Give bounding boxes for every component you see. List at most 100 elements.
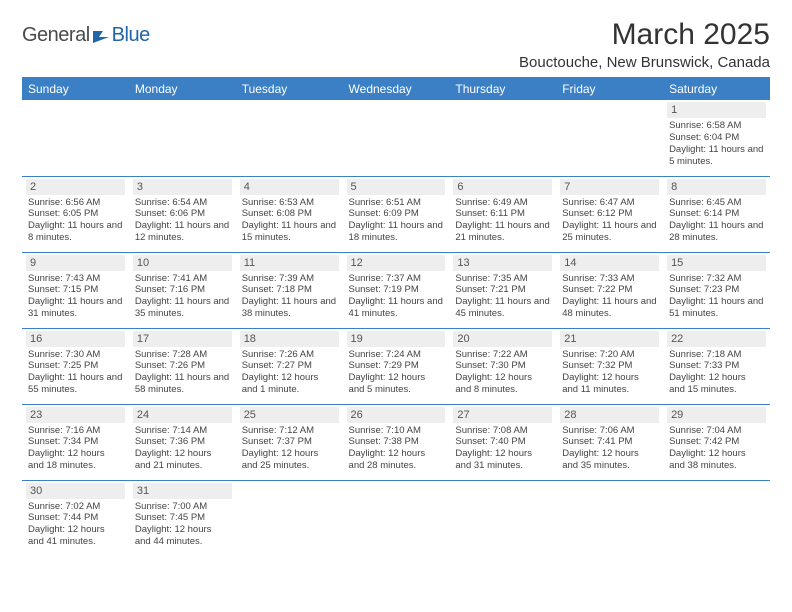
day-info: Sunrise: 6:45 AMSunset: 6:14 PMDaylight:…	[667, 197, 766, 245]
day-cell: 15 Sunrise: 7:32 AMSunset: 7:23 PMDayligh…	[663, 252, 770, 328]
day-cell: 26 Sunrise: 7:10 AMSunset: 7:38 PMDayligh…	[343, 404, 450, 480]
day-cell: 9 Sunrise: 7:43 AMSunset: 7:15 PMDaylight…	[22, 252, 129, 328]
day-number: 2	[26, 179, 125, 195]
day-info: Sunrise: 7:20 AMSunset: 7:32 PMDaylight:…	[560, 349, 659, 397]
day-info: Sunrise: 7:26 AMSunset: 7:27 PMDaylight:…	[240, 349, 339, 397]
calendar-row: 23Sunrise: 7:16 AMSunset: 7:34 PMDayligh…	[22, 404, 770, 480]
weekday-header: Tuesday	[236, 78, 343, 101]
weekday-header: Saturday	[663, 78, 770, 101]
day-cell: 2 Sunrise: 6:56 AMSunset: 6:05 PMDaylight…	[22, 176, 129, 252]
day-cell: 31Sunrise: 7:00 AMSunset: 7:45 PMDayligh…	[129, 480, 236, 556]
day-number: 1	[667, 102, 766, 118]
day-info: Sunrise: 7:04 AMSunset: 7:42 PMDaylight:…	[667, 425, 766, 473]
day-number: 24	[133, 407, 232, 423]
day-cell: 24Sunrise: 7:14 AMSunset: 7:36 PMDayligh…	[129, 404, 236, 480]
day-number: 27	[453, 407, 552, 423]
day-number: 29	[667, 407, 766, 423]
empty-cell	[449, 480, 556, 556]
day-cell: 12 Sunrise: 7:37 AMSunset: 7:19 PMDayligh…	[343, 252, 450, 328]
day-info: Sunrise: 7:06 AMSunset: 7:41 PMDaylight:…	[560, 425, 659, 473]
day-info: Sunrise: 6:51 AMSunset: 6:09 PMDaylight:…	[347, 197, 446, 245]
day-cell: 7Sunrise: 6:47 AMSunset: 6:12 PMDaylight…	[556, 176, 663, 252]
calendar-row: 2 Sunrise: 6:56 AMSunset: 6:05 PMDaylight…	[22, 176, 770, 252]
empty-cell	[343, 480, 450, 556]
day-number: 17	[133, 331, 232, 347]
day-number: 20	[453, 331, 552, 347]
day-info: Sunrise: 6:54 AMSunset: 6:06 PMDaylight:…	[133, 197, 232, 245]
day-info: Sunrise: 7:35 AMSunset: 7:21 PMDaylight:…	[453, 273, 552, 321]
empty-cell	[236, 480, 343, 556]
calendar-page: General Blue March 2025 Bouctouche, New …	[0, 0, 792, 556]
day-info: Sunrise: 6:53 AMSunset: 6:08 PMDaylight:…	[240, 197, 339, 245]
day-info: Sunrise: 7:22 AMSunset: 7:30 PMDaylight:…	[453, 349, 552, 397]
weekday-header: Monday	[129, 78, 236, 101]
day-info: Sunrise: 7:28 AMSunset: 7:26 PMDaylight:…	[133, 349, 232, 397]
weekday-header: Friday	[556, 78, 663, 101]
calendar-row: 1 Sunrise: 6:58 AMSunset: 6:04 PMDaylight…	[22, 100, 770, 176]
empty-cell	[343, 100, 450, 176]
day-number: 3	[133, 179, 232, 195]
day-info: Sunrise: 7:37 AMSunset: 7:19 PMDaylight:…	[347, 273, 446, 321]
calendar-body: 1 Sunrise: 6:58 AMSunset: 6:04 PMDaylight…	[22, 100, 770, 556]
empty-cell	[449, 100, 556, 176]
day-number: 30	[26, 483, 125, 499]
day-cell: 19Sunrise: 7:24 AMSunset: 7:29 PMDayligh…	[343, 328, 450, 404]
day-info: Sunrise: 7:10 AMSunset: 7:38 PMDaylight:…	[347, 425, 446, 473]
day-cell: 8Sunrise: 6:45 AMSunset: 6:14 PMDaylight…	[663, 176, 770, 252]
day-info: Sunrise: 7:43 AMSunset: 7:15 PMDaylight:…	[26, 273, 125, 321]
day-info: Sunrise: 7:24 AMSunset: 7:29 PMDaylight:…	[347, 349, 446, 397]
day-number: 12	[347, 255, 446, 271]
day-info: Sunrise: 7:41 AMSunset: 7:16 PMDaylight:…	[133, 273, 232, 321]
day-number: 5	[347, 179, 446, 195]
day-cell: 10 Sunrise: 7:41 AMSunset: 7:16 PMDayligh…	[129, 252, 236, 328]
day-info: Sunrise: 7:16 AMSunset: 7:34 PMDaylight:…	[26, 425, 125, 473]
day-cell: 1 Sunrise: 6:58 AMSunset: 6:04 PMDaylight…	[663, 100, 770, 176]
day-cell: 5 Sunrise: 6:51 AMSunset: 6:09 PMDaylight…	[343, 176, 450, 252]
day-cell: 22Sunrise: 7:18 AMSunset: 7:33 PMDayligh…	[663, 328, 770, 404]
day-cell: 28 Sunrise: 7:06 AMSunset: 7:41 PMDayligh…	[556, 404, 663, 480]
day-info: Sunrise: 6:58 AMSunset: 6:04 PMDaylight:…	[667, 120, 766, 168]
empty-cell	[22, 100, 129, 176]
day-number: 26	[347, 407, 446, 423]
day-info: Sunrise: 7:32 AMSunset: 7:23 PMDaylight:…	[667, 273, 766, 321]
header: General Blue March 2025 Bouctouche, New …	[22, 18, 770, 71]
day-info: Sunrise: 7:30 AMSunset: 7:25 PMDaylight:…	[26, 349, 125, 397]
day-cell: 6Sunrise: 6:49 AMSunset: 6:11 PMDaylight…	[449, 176, 556, 252]
empty-cell	[556, 480, 663, 556]
brand-part2: Blue	[112, 24, 150, 47]
day-cell: 20 Sunrise: 7:22 AMSunset: 7:30 PMDayligh…	[449, 328, 556, 404]
day-number: 13	[453, 255, 552, 271]
day-number: 7	[560, 179, 659, 195]
empty-cell	[236, 100, 343, 176]
day-info: Sunrise: 7:08 AMSunset: 7:40 PMDaylight:…	[453, 425, 552, 473]
weekday-header: Thursday	[449, 78, 556, 101]
day-number: 18	[240, 331, 339, 347]
day-number: 9	[26, 255, 125, 271]
day-number: 28	[560, 407, 659, 423]
calendar-row: 16Sunrise: 7:30 AMSunset: 7:25 PMDayligh…	[22, 328, 770, 404]
day-number: 4	[240, 179, 339, 195]
day-cell: 3 Sunrise: 6:54 AMSunset: 6:06 PMDaylight…	[129, 176, 236, 252]
day-number: 15	[667, 255, 766, 271]
day-cell: 23Sunrise: 7:16 AMSunset: 7:34 PMDayligh…	[22, 404, 129, 480]
day-cell: 29 Sunrise: 7:04 AMSunset: 7:42 PMDayligh…	[663, 404, 770, 480]
calendar-row: 9 Sunrise: 7:43 AMSunset: 7:15 PMDaylight…	[22, 252, 770, 328]
brand-part1: General	[22, 24, 90, 47]
day-cell: 14Sunrise: 7:33 AMSunset: 7:22 PMDayligh…	[556, 252, 663, 328]
day-number: 31	[133, 483, 232, 499]
day-number: 11	[240, 255, 339, 271]
day-cell: 4 Sunrise: 6:53 AMSunset: 6:08 PMDaylight…	[236, 176, 343, 252]
day-cell: 16Sunrise: 7:30 AMSunset: 7:25 PMDayligh…	[22, 328, 129, 404]
day-cell: 11Sunrise: 7:39 AMSunset: 7:18 PMDayligh…	[236, 252, 343, 328]
empty-cell	[556, 100, 663, 176]
flag-icon	[93, 29, 109, 43]
calendar-row: 30Sunrise: 7:02 AMSunset: 7:44 PMDayligh…	[22, 480, 770, 556]
day-cell: 18 Sunrise: 7:26 AMSunset: 7:27 PMDayligh…	[236, 328, 343, 404]
weekday-header: Wednesday	[343, 78, 450, 101]
day-cell: 21Sunrise: 7:20 AMSunset: 7:32 PMDayligh…	[556, 328, 663, 404]
brand-logo: General Blue	[22, 18, 150, 47]
day-number: 10	[133, 255, 232, 271]
day-info: Sunrise: 6:56 AMSunset: 6:05 PMDaylight:…	[26, 197, 125, 245]
day-number: 22	[667, 331, 766, 347]
calendar-table: SundayMondayTuesdayWednesdayThursdayFrid…	[22, 77, 770, 556]
